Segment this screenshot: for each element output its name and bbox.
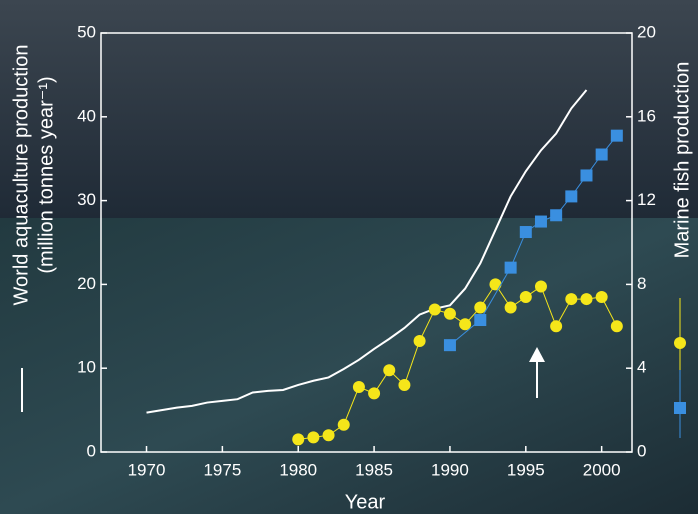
point: [535, 216, 547, 228]
x-tick-label: 1985: [355, 460, 393, 479]
y2-tick-label: 20: [637, 22, 656, 41]
y2-axis-label: Marine fish production: [671, 62, 693, 259]
y-axis-label: World aquaculture production: [10, 45, 32, 306]
y-axis-label: (million tonnes year⁻¹): [35, 76, 57, 273]
y-tick-label: 0: [87, 441, 96, 460]
legend-marker: [674, 402, 686, 414]
y-tick-label: 50: [77, 22, 96, 41]
y2-tick-label: 12: [637, 190, 656, 209]
y-tick-label: 30: [77, 190, 96, 209]
x-tick-label: 1990: [431, 460, 469, 479]
point: [520, 291, 532, 303]
point: [444, 308, 456, 320]
point: [565, 293, 577, 305]
point: [505, 262, 517, 274]
point: [459, 318, 471, 330]
y2-tick-label: 0: [637, 441, 646, 460]
point: [596, 291, 608, 303]
point: [414, 335, 426, 347]
x-tick-label: 1980: [279, 460, 317, 479]
x-tick-label: 2000: [583, 460, 621, 479]
point: [368, 387, 380, 399]
y2-tick-label: 16: [637, 106, 656, 125]
point: [611, 130, 623, 142]
point: [489, 278, 501, 290]
point: [474, 314, 486, 326]
y2-tick-label: 8: [637, 274, 646, 293]
point: [429, 304, 441, 316]
x-tick-label: 1995: [507, 460, 545, 479]
point: [383, 364, 395, 376]
point: [338, 419, 350, 431]
point: [505, 301, 517, 313]
point: [444, 339, 456, 351]
point: [323, 429, 335, 441]
point: [580, 293, 592, 305]
point: [580, 169, 592, 181]
point: [550, 320, 562, 332]
point: [353, 381, 365, 393]
point: [307, 431, 319, 443]
x-axis-label: Year: [345, 491, 386, 513]
point: [565, 190, 577, 202]
y-tick-label: 20: [77, 274, 96, 293]
point: [292, 433, 304, 445]
point: [520, 226, 532, 238]
x-tick-label: 1970: [128, 460, 166, 479]
y-tick-label: 10: [77, 358, 96, 377]
legend-marker: [674, 337, 686, 349]
point: [611, 320, 623, 332]
y-tick-label: 40: [77, 106, 96, 125]
x-tick-label: 1975: [203, 460, 241, 479]
y2-tick-label: 4: [637, 358, 646, 377]
chart: Year World aquaculture production (milli…: [0, 0, 698, 514]
point: [535, 280, 547, 292]
point: [596, 149, 608, 161]
point: [550, 209, 562, 221]
point: [474, 301, 486, 313]
point: [398, 379, 410, 391]
